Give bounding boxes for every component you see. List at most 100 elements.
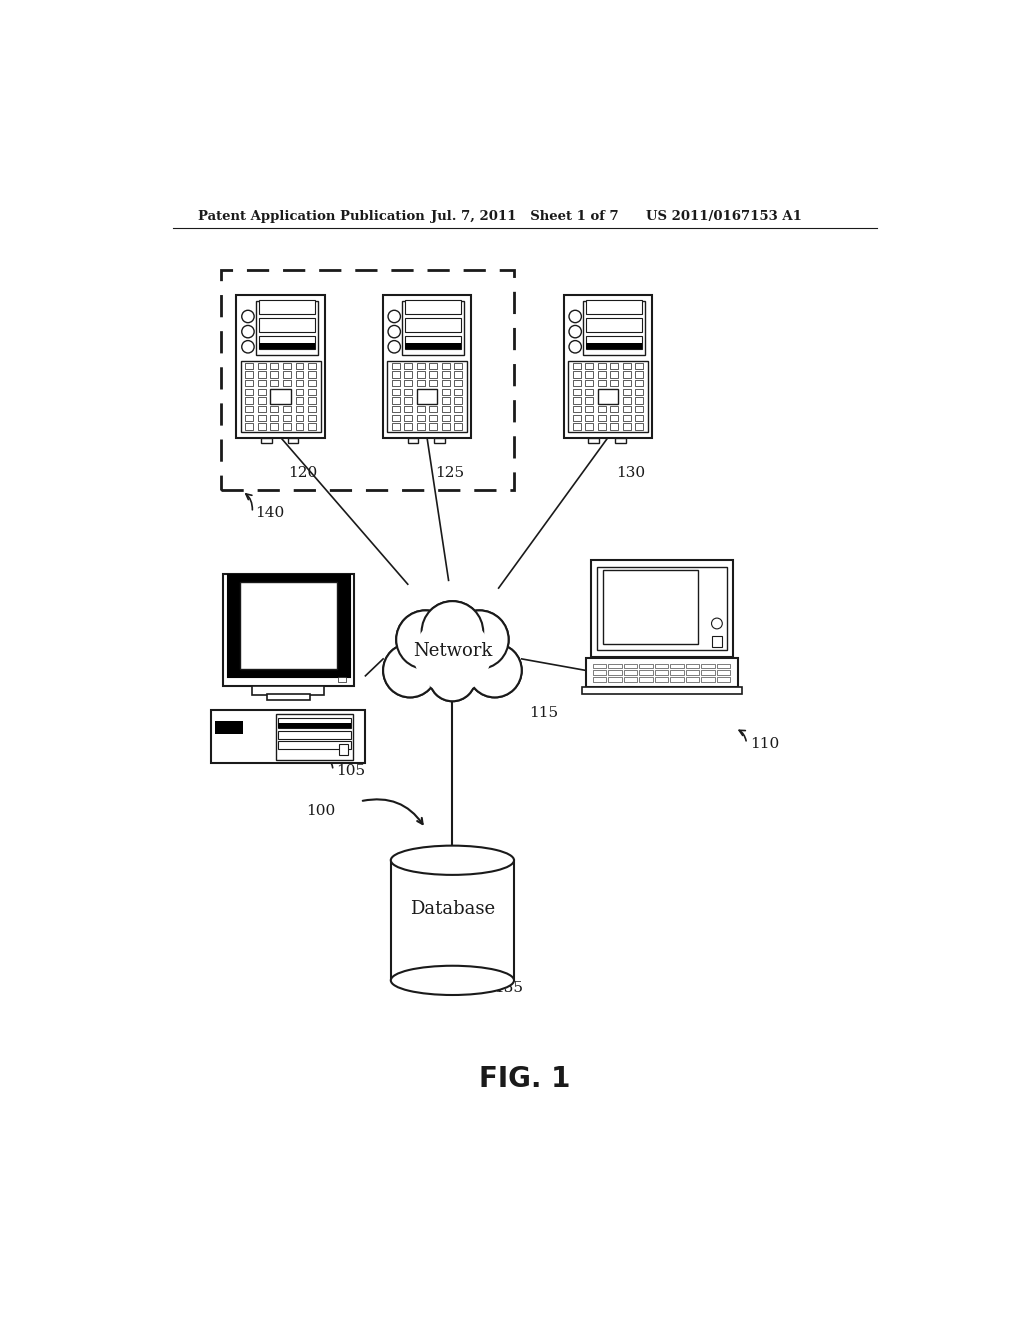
FancyBboxPatch shape (308, 371, 316, 378)
FancyBboxPatch shape (671, 671, 684, 675)
FancyBboxPatch shape (246, 388, 253, 395)
FancyBboxPatch shape (296, 424, 303, 429)
FancyBboxPatch shape (404, 388, 413, 395)
FancyBboxPatch shape (429, 363, 437, 370)
FancyBboxPatch shape (259, 343, 314, 350)
Circle shape (468, 644, 521, 697)
FancyBboxPatch shape (441, 363, 450, 370)
FancyBboxPatch shape (572, 380, 581, 387)
FancyBboxPatch shape (296, 414, 303, 421)
Circle shape (451, 610, 509, 669)
FancyBboxPatch shape (623, 371, 631, 378)
FancyBboxPatch shape (258, 371, 266, 378)
FancyBboxPatch shape (587, 300, 642, 314)
FancyBboxPatch shape (339, 744, 348, 755)
FancyBboxPatch shape (635, 388, 643, 395)
FancyBboxPatch shape (701, 677, 715, 682)
FancyBboxPatch shape (237, 296, 325, 437)
Circle shape (388, 310, 400, 322)
FancyBboxPatch shape (587, 343, 642, 350)
FancyBboxPatch shape (246, 424, 253, 429)
FancyBboxPatch shape (563, 296, 652, 437)
FancyBboxPatch shape (270, 388, 291, 404)
FancyBboxPatch shape (610, 371, 618, 378)
FancyBboxPatch shape (270, 407, 279, 412)
FancyBboxPatch shape (598, 414, 605, 421)
FancyBboxPatch shape (624, 664, 637, 668)
FancyBboxPatch shape (279, 718, 351, 729)
FancyBboxPatch shape (429, 414, 437, 421)
FancyBboxPatch shape (417, 380, 425, 387)
Circle shape (451, 610, 509, 669)
FancyBboxPatch shape (624, 677, 637, 682)
FancyBboxPatch shape (308, 380, 316, 387)
Circle shape (468, 644, 521, 697)
FancyBboxPatch shape (261, 437, 271, 444)
FancyBboxPatch shape (296, 397, 303, 404)
FancyBboxPatch shape (246, 414, 253, 421)
Circle shape (242, 341, 254, 352)
FancyBboxPatch shape (686, 677, 699, 682)
FancyBboxPatch shape (585, 424, 593, 429)
FancyBboxPatch shape (623, 414, 631, 421)
FancyBboxPatch shape (211, 710, 366, 763)
FancyBboxPatch shape (610, 414, 618, 421)
FancyBboxPatch shape (296, 371, 303, 378)
FancyBboxPatch shape (655, 671, 668, 675)
FancyBboxPatch shape (598, 407, 605, 412)
FancyBboxPatch shape (339, 677, 346, 682)
Text: 100: 100 (306, 804, 336, 818)
FancyBboxPatch shape (404, 414, 413, 421)
FancyBboxPatch shape (639, 677, 652, 682)
FancyBboxPatch shape (417, 388, 437, 404)
FancyBboxPatch shape (686, 671, 699, 675)
Text: FIG. 1: FIG. 1 (479, 1064, 570, 1093)
FancyBboxPatch shape (259, 300, 314, 314)
FancyBboxPatch shape (408, 437, 418, 444)
FancyBboxPatch shape (404, 397, 413, 404)
FancyBboxPatch shape (608, 671, 622, 675)
FancyBboxPatch shape (429, 407, 437, 412)
FancyBboxPatch shape (671, 677, 684, 682)
FancyBboxPatch shape (404, 407, 413, 412)
Circle shape (429, 655, 475, 701)
FancyBboxPatch shape (441, 388, 450, 395)
FancyBboxPatch shape (392, 388, 399, 395)
FancyBboxPatch shape (406, 300, 461, 314)
FancyBboxPatch shape (455, 397, 462, 404)
FancyBboxPatch shape (598, 363, 605, 370)
FancyBboxPatch shape (417, 414, 425, 421)
FancyBboxPatch shape (279, 731, 351, 738)
FancyBboxPatch shape (598, 371, 605, 378)
FancyBboxPatch shape (635, 414, 643, 421)
Circle shape (569, 326, 582, 338)
Circle shape (388, 326, 400, 338)
FancyBboxPatch shape (585, 380, 593, 387)
Text: Network: Network (413, 643, 493, 660)
FancyBboxPatch shape (572, 388, 581, 395)
Text: Patent Application Publication: Patent Application Publication (199, 210, 425, 223)
FancyBboxPatch shape (308, 414, 316, 421)
FancyBboxPatch shape (392, 414, 399, 421)
FancyBboxPatch shape (406, 343, 461, 350)
FancyBboxPatch shape (296, 407, 303, 412)
FancyBboxPatch shape (598, 380, 605, 387)
FancyBboxPatch shape (585, 414, 593, 421)
Circle shape (569, 310, 582, 322)
FancyBboxPatch shape (296, 380, 303, 387)
FancyBboxPatch shape (623, 380, 631, 387)
FancyBboxPatch shape (686, 664, 699, 668)
Text: 110: 110 (750, 737, 779, 751)
FancyBboxPatch shape (635, 363, 643, 370)
FancyBboxPatch shape (585, 407, 593, 412)
FancyBboxPatch shape (279, 742, 351, 748)
FancyBboxPatch shape (712, 636, 722, 647)
FancyBboxPatch shape (635, 380, 643, 387)
Text: 140: 140 (255, 506, 285, 520)
FancyBboxPatch shape (215, 721, 243, 734)
FancyBboxPatch shape (593, 664, 606, 668)
FancyBboxPatch shape (276, 714, 353, 760)
FancyBboxPatch shape (585, 397, 593, 404)
FancyBboxPatch shape (404, 380, 413, 387)
FancyBboxPatch shape (615, 437, 626, 444)
